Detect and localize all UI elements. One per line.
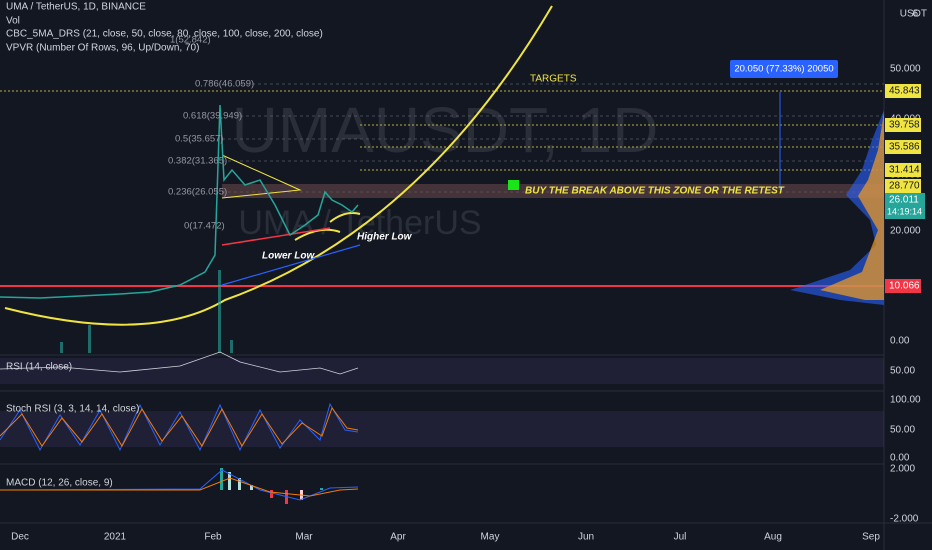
pane-label: MACD (12, 26, close, 9): [6, 478, 113, 489]
time-label: 2021: [104, 532, 127, 543]
ma-line: [221, 244, 361, 286]
signal-line: [0, 477, 359, 497]
current-price: 26.011: [889, 195, 919, 206]
currency: USDT: [900, 9, 927, 20]
indicator: Vol: [6, 16, 20, 27]
measure-box: [730, 60, 838, 78]
rsi-band: [0, 358, 884, 384]
ma-line: [221, 227, 331, 246]
level-label: 31.414: [889, 165, 920, 176]
pane-label: Stoch RSI (3, 3, 14, 14, close): [6, 404, 139, 415]
time-label: Jul: [674, 532, 687, 543]
buy-zone-label: BUY THE BREAK ABOVE THIS ZONE OR THE RET…: [525, 186, 785, 197]
time-label: Aug: [764, 532, 782, 543]
time-label: Dec: [11, 532, 29, 543]
parabola: [4, 5, 553, 326]
stoch-band: [0, 411, 884, 447]
y-tick-label: 6: [912, 9, 918, 20]
y-tick-label: 50.00: [890, 366, 915, 377]
y-tick-label: 0.00: [890, 453, 910, 464]
level-tags: [885, 84, 925, 293]
time-label: Jun: [578, 532, 594, 543]
fib-label: 0.382(31.365): [168, 156, 227, 167]
volume: [60, 270, 233, 353]
time-label: May: [481, 532, 500, 543]
time-label: Sep: [862, 532, 880, 543]
level-label: 39.758: [889, 120, 920, 131]
level-label: 28.770: [889, 181, 920, 192]
indicator: CBC_5MA_DRS (21, close, 50, close, 80, c…: [6, 29, 323, 40]
time-label: Feb: [204, 532, 222, 543]
y-tick-label: 50.000: [890, 64, 921, 75]
price-path: [0, 104, 359, 299]
targets-label: TARGETS: [530, 74, 577, 85]
time-label: Apr: [390, 532, 406, 543]
marker: [508, 180, 519, 190]
countdown: 14:19:14: [887, 206, 922, 216]
level-label: 10.066: [889, 281, 920, 292]
y-tick-label: 2.000: [890, 464, 915, 475]
time-label: Mar: [295, 532, 313, 543]
wedge: [221, 154, 302, 199]
y-tick-label: 0.00: [890, 336, 910, 347]
indicator: VPVR (Number Of Rows, 96, Up/Down, 70): [6, 43, 199, 54]
fib-label: 0(17.472): [184, 221, 225, 232]
symbol: UMA / TetherUS, 1D, BINANCE: [6, 2, 146, 13]
fib-label: 0.5(35.657): [175, 134, 224, 145]
buy-zone: [222, 184, 884, 198]
lower-low-label: Lower Low: [262, 251, 315, 262]
y-tick-label: 50.00: [890, 425, 915, 436]
stoch-d: [0, 406, 359, 447]
level-label: 35.586: [889, 142, 920, 153]
macd-line: [0, 469, 359, 501]
fib-label: 0.618(39.949): [183, 111, 242, 122]
watermark-symbol: UMAUSDT, 1D: [232, 94, 659, 166]
rsi-line: [0, 351, 359, 375]
higher-low-label: Higher Low: [357, 232, 413, 243]
pane-label: RSI (14, close): [6, 362, 72, 373]
target-lines: [0, 90, 884, 171]
measure-label: 20.050 (77.33%) 20050: [734, 64, 833, 75]
fib-label: 0.236(26.055): [168, 187, 227, 198]
y-tick-label: 100.00: [890, 395, 921, 406]
level-label: 45.843: [889, 86, 920, 97]
fib-label: 0.786(46.059): [195, 79, 254, 90]
y-tick-label: -2.000: [890, 514, 919, 525]
fib-label: 1(52.842): [170, 35, 211, 46]
high-arc: [329, 212, 361, 223]
y-tick-label: 20.000: [890, 226, 921, 237]
volume-profile: [790, 110, 884, 305]
